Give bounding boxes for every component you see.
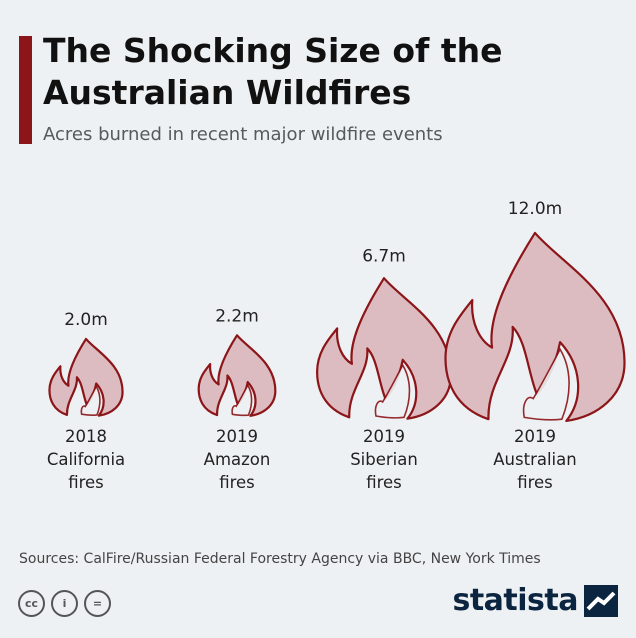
category-label-2-2: fires: [366, 473, 402, 492]
category-label-2-1: Siberian: [350, 450, 418, 469]
category-label-3-2: fires: [517, 473, 553, 492]
value-label-0: 2.0m: [64, 310, 108, 330]
category-label-0-0: 2018: [65, 427, 107, 446]
statista-mark-icon: [584, 584, 618, 617]
license-icons: cc i =: [18, 590, 111, 617]
no-derivatives-icon: =: [84, 590, 111, 617]
value-label-3: 12.0m: [508, 199, 562, 219]
value-label-2: 6.7m: [362, 247, 406, 267]
value-label-1: 2.2m: [215, 307, 259, 327]
flame-mark-0: [48, 337, 124, 417]
title-accent-bar: [19, 36, 32, 144]
source-note: Sources: CalFire/Russian Federal Forestr…: [19, 551, 541, 567]
category-label-3-1: Australian: [493, 450, 576, 469]
flame-mark-1: [197, 334, 277, 417]
cc-icon: cc: [18, 590, 45, 617]
category-label-1-0: 2019: [216, 427, 258, 446]
page-subtitle: Acres burned in recent major wildfire ev…: [43, 124, 443, 145]
statista-logo: statista: [452, 583, 618, 618]
category-label-3-0: 2019: [514, 427, 556, 446]
category-label-1-2: fires: [219, 473, 255, 492]
flame-mark-3: [444, 231, 626, 423]
attribution-icon: i: [51, 590, 78, 617]
brand-name: statista: [452, 583, 578, 618]
category-label-1-1: Amazon: [204, 450, 271, 469]
flame-chart: 2.0m 2018 California fires 2.2m 2019 Amazon fir…: [47, 199, 626, 492]
page-title: The Shocking Size of the Australian Wild…: [43, 31, 503, 112]
category-label-0-1: California: [47, 450, 125, 469]
category-label-0-2: fires: [68, 473, 104, 492]
flame-mark-2: [316, 277, 452, 420]
category-label-2-0: 2019: [363, 427, 405, 446]
